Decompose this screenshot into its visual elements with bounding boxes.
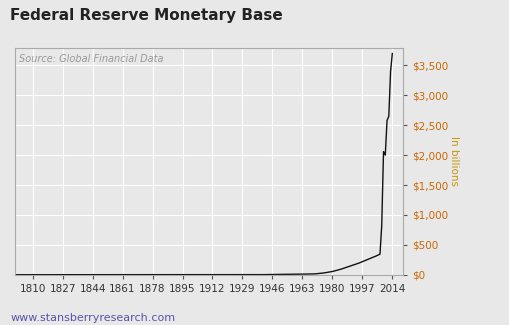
Text: Source: Global Financial Data: Source: Global Financial Data (19, 54, 163, 64)
Y-axis label: In billions: In billions (448, 136, 459, 186)
Text: Federal Reserve Monetary Base: Federal Reserve Monetary Base (10, 8, 282, 23)
Text: www.stansberryresearch.com: www.stansberryresearch.com (10, 313, 175, 323)
